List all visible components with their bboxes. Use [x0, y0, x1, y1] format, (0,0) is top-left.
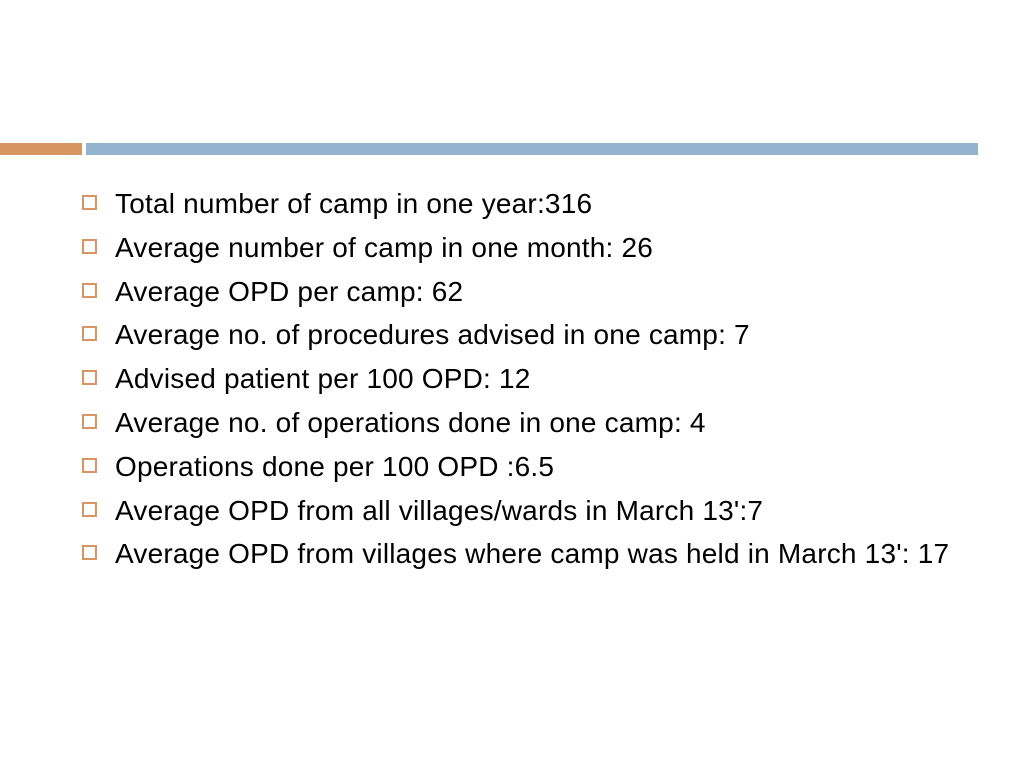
accent-bar-blue — [86, 143, 978, 155]
accent-bar-orange — [0, 143, 82, 155]
decorative-bar-row — [0, 143, 1024, 155]
list-item: Average OPD per camp: 62 — [82, 273, 962, 311]
square-bullet-icon — [82, 195, 97, 210]
square-bullet-icon — [82, 239, 97, 254]
list-item: Average no. of procedures advised in one… — [82, 316, 962, 354]
list-item-text: Total number of camp in one year:316 — [115, 185, 592, 223]
list-item-text: Average no. of operations done in one ca… — [115, 404, 706, 442]
list-item-text: Average OPD per camp: 62 — [115, 273, 463, 311]
square-bullet-icon — [82, 370, 97, 385]
square-bullet-icon — [82, 458, 97, 473]
list-item: Average no. of operations done in one ca… — [82, 404, 962, 442]
list-item-text: Average OPD from all villages/wards in M… — [115, 492, 763, 530]
bullet-list: Total number of camp in one year:316 Ave… — [82, 185, 962, 579]
list-item-text: Advised patient per 100 OPD: 12 — [115, 360, 531, 398]
list-item-text: Average no. of procedures advised in one… — [115, 316, 750, 354]
list-item: Operations done per 100 OPD :6.5 — [82, 448, 962, 486]
list-item: Total number of camp in one year:316 — [82, 185, 962, 223]
square-bullet-icon — [82, 326, 97, 341]
list-item: Average OPD from villages where camp was… — [82, 535, 962, 573]
list-item-text: Average OPD from villages where camp was… — [115, 535, 949, 573]
square-bullet-icon — [82, 283, 97, 298]
list-item: Advised patient per 100 OPD: 12 — [82, 360, 962, 398]
list-item: Average OPD from all villages/wards in M… — [82, 492, 962, 530]
square-bullet-icon — [82, 414, 97, 429]
list-item-text: Operations done per 100 OPD :6.5 — [115, 448, 554, 486]
list-item-text: Average number of camp in one month: 26 — [115, 229, 653, 267]
square-bullet-icon — [82, 502, 97, 517]
list-item: Average number of camp in one month: 26 — [82, 229, 962, 267]
square-bullet-icon — [82, 545, 97, 560]
